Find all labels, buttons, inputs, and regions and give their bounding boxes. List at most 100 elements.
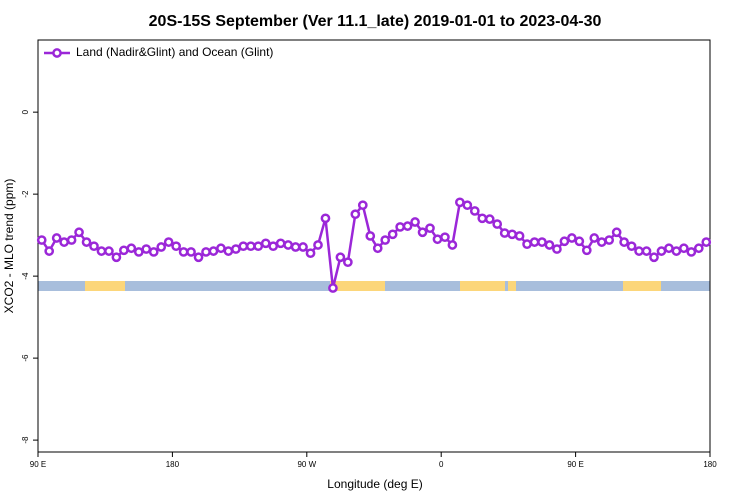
data-point xyxy=(126,243,137,254)
data-point xyxy=(552,244,562,254)
x-tick-label: 180 xyxy=(166,460,180,469)
data-point xyxy=(36,235,47,245)
data-point xyxy=(51,233,62,243)
data-point xyxy=(387,229,398,240)
data-point xyxy=(104,246,114,256)
y-tick-label: -4 xyxy=(21,272,30,280)
data-point xyxy=(581,245,592,256)
data-point xyxy=(343,257,353,268)
data-point xyxy=(440,232,450,243)
data-point xyxy=(589,233,600,243)
data-point xyxy=(514,231,525,241)
legend-marker xyxy=(52,48,62,58)
data-point xyxy=(328,283,338,293)
data-point xyxy=(656,246,667,256)
data-point xyxy=(499,228,510,238)
data-point xyxy=(529,237,540,247)
data-point xyxy=(477,213,488,224)
data-point xyxy=(119,245,129,256)
data-point xyxy=(567,233,577,243)
data-point xyxy=(74,227,84,238)
data-point xyxy=(484,214,495,224)
data-point xyxy=(417,227,428,238)
data-point xyxy=(163,237,174,247)
data-point xyxy=(507,229,517,240)
data-point xyxy=(596,237,607,247)
chart-title: 20S-15S September (Ver 11.1_late) 2019-0… xyxy=(149,13,602,30)
data-point xyxy=(372,243,383,254)
data-point xyxy=(447,240,458,250)
data-point xyxy=(365,231,376,241)
data-point xyxy=(679,243,689,254)
data-point xyxy=(693,243,704,254)
legend-label: Land (Nadir&Glint) and Ocean (Glint) xyxy=(76,45,273,59)
data-point xyxy=(141,244,152,254)
data-point xyxy=(455,197,465,208)
land-ocean-strip xyxy=(38,281,710,291)
data-point xyxy=(425,223,435,234)
plot-frame xyxy=(37,39,711,453)
data-point xyxy=(268,241,279,252)
data-point xyxy=(260,238,271,249)
data-point xyxy=(395,222,405,232)
data-point xyxy=(238,241,249,252)
data-point xyxy=(290,242,301,252)
data-point xyxy=(574,236,585,247)
data-point xyxy=(193,252,204,263)
data-point xyxy=(133,247,144,257)
data-point xyxy=(156,242,167,252)
data-point xyxy=(357,200,368,211)
x-axis-label: Longitude (deg E) xyxy=(327,477,422,491)
data-point xyxy=(298,242,308,252)
data-point xyxy=(111,252,122,263)
data-point xyxy=(178,247,189,257)
data-point xyxy=(148,247,159,257)
data-point xyxy=(671,246,682,256)
data-point xyxy=(223,246,234,256)
data-point xyxy=(186,247,196,257)
data-point xyxy=(410,217,420,227)
data-point xyxy=(380,235,391,245)
data-point xyxy=(462,200,473,211)
data-point xyxy=(402,221,413,231)
data-point xyxy=(559,236,570,247)
data-point xyxy=(66,235,77,245)
legend: Land (Nadir&Glint) and Ocean (Glint) xyxy=(44,45,273,59)
data-point xyxy=(171,241,181,252)
data-point xyxy=(305,248,316,259)
data-point xyxy=(201,247,211,257)
data-point xyxy=(649,252,659,263)
data-point xyxy=(522,239,532,250)
data-point xyxy=(701,237,712,247)
data-point xyxy=(216,243,226,254)
x-tick-label: 90 E xyxy=(30,460,46,469)
data-point xyxy=(604,235,615,245)
data-point xyxy=(641,246,652,256)
data-point xyxy=(231,244,241,254)
x-tick-label: 0 xyxy=(439,460,444,469)
data-point xyxy=(619,237,629,247)
data-point xyxy=(537,237,547,247)
data-point xyxy=(469,206,480,216)
data-point xyxy=(81,237,92,247)
y-tick-label: 0 xyxy=(21,109,30,114)
x-tick-label: 90 E xyxy=(567,460,583,469)
y-tick-label: -8 xyxy=(21,436,30,444)
y-axis-label: XCO2 - MLO trend (ppm) xyxy=(2,179,16,314)
data-point xyxy=(544,240,555,250)
data-point xyxy=(611,227,622,238)
data-point xyxy=(283,240,293,250)
data-point xyxy=(89,241,99,252)
data-point xyxy=(320,213,331,224)
data-point xyxy=(634,246,644,256)
data-point xyxy=(350,209,361,220)
data-point xyxy=(664,243,674,254)
data-point xyxy=(96,246,107,256)
y-tick-label: -2 xyxy=(21,190,30,198)
data-point xyxy=(275,238,286,249)
data-point xyxy=(44,246,55,256)
data-point xyxy=(245,241,256,252)
data-point xyxy=(626,241,637,252)
